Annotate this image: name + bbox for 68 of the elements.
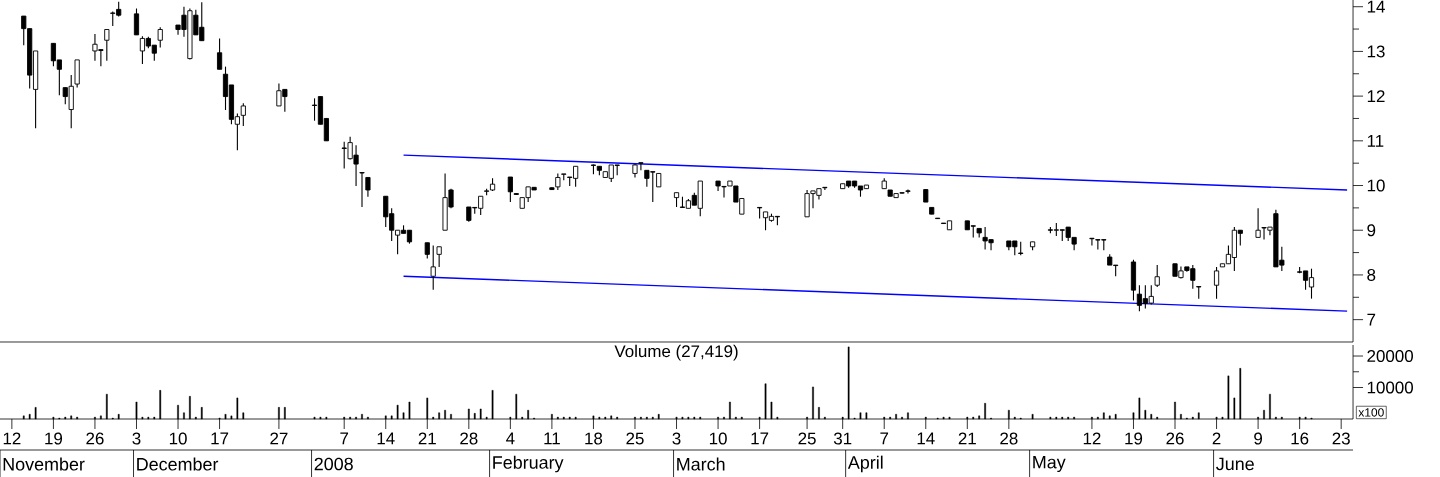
candlestick (365, 176, 371, 198)
x-tick-label: 7 (880, 432, 889, 445)
candlestick (822, 186, 828, 191)
y-tick-label: 14 (1367, 0, 1385, 13)
x-tick-label: 7 (340, 432, 349, 445)
x-tick-label: 9 (1254, 432, 1263, 445)
text: 2008 (314, 457, 353, 471)
y-tick-label: 12 (1367, 90, 1385, 103)
candlestick (133, 7, 140, 36)
x-tick-label: 28 (1000, 432, 1018, 445)
x-tick-label: 27 (270, 432, 288, 445)
chart-title: Volume (27,419) (614, 344, 738, 361)
x-tick-label: 2 (1212, 432, 1221, 445)
candlestick (1089, 237, 1095, 246)
y-tick-label: 13 (1367, 45, 1385, 58)
text: March (677, 457, 725, 471)
x-tick-label: 17 (751, 432, 769, 445)
candlestick (359, 172, 365, 208)
candlestick (436, 246, 442, 268)
x-tick-label: 3 (672, 432, 681, 445)
x-tick-label: 11 (544, 432, 560, 445)
candlestick (905, 189, 911, 195)
x-tick-label: 31 (833, 432, 852, 445)
x-tick-label: 25 (798, 432, 816, 445)
x-tick-label: 23 (1332, 432, 1350, 445)
candlestick (1154, 264, 1160, 288)
x-tick-label: 28 (460, 432, 478, 445)
text: November (3, 457, 85, 471)
x-tick-label: 21 (418, 432, 436, 445)
y-tick-label: 10000 (1367, 381, 1413, 394)
candlestick (240, 102, 246, 127)
x-tick-label: 26 (1166, 432, 1184, 445)
y-tick-label: 20000 (1367, 350, 1413, 363)
text: April (847, 455, 883, 473)
x-tick-label: 21 (958, 432, 976, 445)
x-tick-label: 18 (585, 432, 603, 445)
candlestick (1213, 266, 1220, 300)
x-tick-label: 4 (506, 432, 515, 445)
x-tick-label: 16 (1291, 432, 1309, 445)
candlestick (638, 162, 644, 171)
candlestick (157, 26, 163, 48)
text: December (137, 457, 219, 471)
candlestick (1255, 207, 1261, 238)
x-tick-label: 17 (211, 432, 229, 445)
candlestick (507, 176, 513, 203)
x-tick-label: 14 (377, 432, 395, 445)
x-tick-label: 19 (1125, 432, 1143, 445)
y-tick-label: 8 (1367, 268, 1376, 281)
y-tick-label: 11 (1367, 134, 1384, 147)
candlestick (104, 28, 110, 62)
x-tick-label: 12 (3, 432, 21, 445)
x-tick-label: 10 (709, 432, 727, 445)
text: June (1216, 457, 1254, 471)
x-tick-label: 12 (1083, 432, 1101, 445)
x-tick-label: 3 (132, 432, 141, 445)
y-tick-label: 9 (1367, 224, 1376, 237)
candlestick (430, 244, 436, 291)
text: February (493, 455, 564, 473)
text: x100 (1358, 408, 1384, 417)
y-tick-label: 10 (1367, 179, 1385, 192)
x-tick-label: 26 (86, 432, 104, 445)
text: May (1033, 455, 1066, 473)
y-tick-label: 7 (1367, 313, 1376, 326)
candlestick (216, 37, 223, 70)
x-tick-label: 14 (917, 432, 935, 445)
x-tick-label: 25 (626, 432, 644, 445)
x-tick-label: 10 (169, 432, 187, 445)
x-tick-label: 19 (45, 432, 63, 445)
